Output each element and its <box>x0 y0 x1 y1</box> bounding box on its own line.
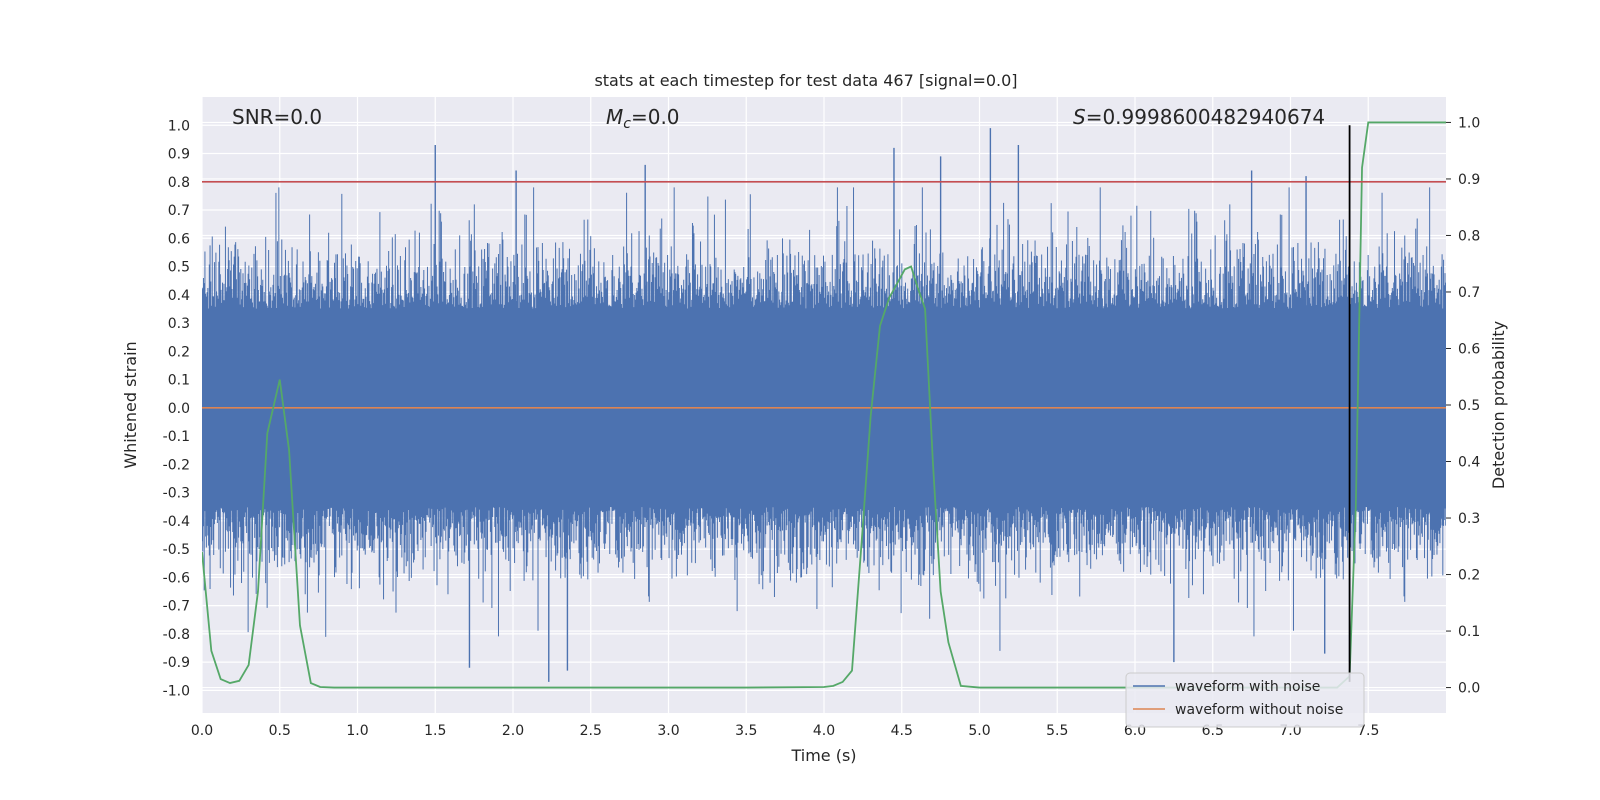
mc-annotation: Mc=0.0 <box>606 105 680 132</box>
x-tick-label: 5.5 <box>1046 723 1068 739</box>
y-right-tick-label: 0.4 <box>1458 455 1480 471</box>
y-left-tick-label: -0.7 <box>163 599 190 615</box>
y-right-tick-label: 0.8 <box>1458 228 1480 244</box>
y-right-tick-label: 0.2 <box>1458 568 1480 584</box>
s-value: =0.9998600482940674 <box>1086 105 1325 129</box>
y-right-axis-label: Detection probability <box>1489 321 1508 489</box>
x-tick-label: 3.5 <box>735 723 757 739</box>
x-tick-label: 4.5 <box>891 723 913 739</box>
y-left-tick-label: -0.1 <box>163 429 190 445</box>
y-left-tick-label: -0.3 <box>163 486 190 502</box>
y-left-tick-label: -1.0 <box>163 683 190 699</box>
y-left-tick-label: 0.7 <box>168 203 190 219</box>
y-left-axis-label: Whitened strain <box>121 341 140 468</box>
s-symbol: S <box>1073 105 1086 129</box>
y-left-tick-label: 0.0 <box>168 401 190 417</box>
x-tick-label: 0.5 <box>269 723 291 739</box>
legend-box <box>1125 672 1365 728</box>
chart-title: stats at each timestep for test data 467… <box>594 71 1017 90</box>
y-left-tick-label: -0.8 <box>163 627 190 643</box>
y-right-tick-label: 0.1 <box>1458 624 1480 640</box>
y-left-tick-label: -0.6 <box>163 570 190 586</box>
y-left-tick-label: 0.4 <box>168 288 190 304</box>
y-left-tick-label: 0.1 <box>168 373 190 389</box>
y-left-tick-label: 0.8 <box>168 175 190 191</box>
y-right-tick-label: 0.5 <box>1458 398 1480 414</box>
snr-annotation: SNR=0.0 <box>232 105 322 129</box>
y-left-axis-ticks: 1.0 0.9 0.8 0.7 0.6 0.5 0.4 0.3 0.2 0.1 0.0 -0.1 -0.… <box>163 118 190 699</box>
x-tick-label: 2.5 <box>580 723 602 739</box>
y-left-tick-label: 0.3 <box>168 316 190 332</box>
y-left-tick-label: 0.9 <box>168 147 190 163</box>
x-tick-label: 1.5 <box>424 723 446 739</box>
x-tick-label: 7.5 <box>1357 723 1379 739</box>
x-tick-label: 2.0 <box>502 723 524 739</box>
mc-symbol: M <box>606 105 623 129</box>
x-tick-label: 1.0 <box>346 723 368 739</box>
y-left-tick-label: -0.5 <box>163 542 190 558</box>
y-right-tick-label: 0.0 <box>1458 681 1480 697</box>
y-right-tick-label: 0.7 <box>1458 285 1480 301</box>
y-left-tick-label: 0.2 <box>168 344 190 360</box>
x-tick-label: 5.0 <box>968 723 990 739</box>
s-annotation: S=0.9998600482940674 <box>1073 105 1325 129</box>
y-right-axis-ticks: 1.0 0.9 0.8 0.7 0.6 0.5 0.4 0.3 0.2 0.1 0.0 <box>1446 115 1480 697</box>
y-right-tick-label: 0.9 <box>1458 172 1480 188</box>
y-left-tick-label: 0.5 <box>168 260 190 276</box>
y-left-tick-label: 1.0 <box>168 118 190 134</box>
y-right-tick-label: 0.3 <box>1458 511 1480 527</box>
y-right-tick-label: 0.6 <box>1458 341 1480 357</box>
y-left-tick-label: -0.9 <box>163 655 190 671</box>
legend: waveform with noise waveform without noi… <box>1125 672 1365 728</box>
y-left-tick-label: -0.4 <box>163 514 190 530</box>
y-right-tick-label: 1.0 <box>1458 115 1480 131</box>
legend-label-noise: waveform with noise <box>1175 679 1320 695</box>
x-tick-label: 0.0 <box>191 723 213 739</box>
y-left-tick-label: 0.6 <box>168 231 190 247</box>
x-tick-label: 4.0 <box>813 723 835 739</box>
x-tick-label: 3.0 <box>657 723 679 739</box>
mc-value: =0.0 <box>631 105 680 129</box>
mc-subscript: c <box>623 116 631 132</box>
y-left-tick-label: -0.2 <box>163 457 190 473</box>
legend-label-clean: waveform without noise <box>1175 702 1343 718</box>
x-axis-label: Time (s) <box>790 746 856 765</box>
